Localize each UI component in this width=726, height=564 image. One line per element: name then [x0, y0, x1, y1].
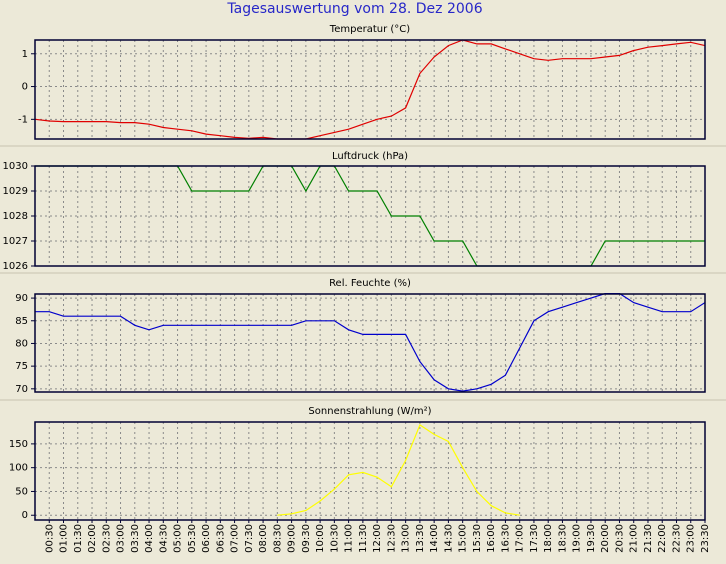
x-tick-label: 18:00: [543, 524, 554, 553]
y-tick-label: -1: [18, 114, 28, 125]
x-tick-label: 01:30: [73, 524, 84, 553]
y-tick-label: 1030: [3, 161, 28, 172]
x-tick-label: 05:00: [173, 524, 184, 553]
data-line: [277, 423, 520, 516]
x-tick-label: 09:30: [301, 524, 312, 553]
x-tick-label: 02:30: [101, 524, 112, 553]
y-tick-label: 1026: [3, 261, 28, 272]
y-tick-label: 50: [15, 486, 28, 497]
x-tick-label: 10:30: [329, 524, 340, 553]
x-tick-label: 03:30: [130, 524, 141, 553]
x-tick-label: 06:00: [201, 524, 212, 553]
x-tick-label: 13:00: [401, 524, 412, 553]
x-tick-label: 17:00: [515, 524, 526, 553]
y-tick-label: 1027: [3, 236, 28, 247]
x-tick-label: 12:30: [386, 524, 397, 553]
y-tick-label: 85: [15, 316, 28, 327]
x-tick-label: 03:00: [116, 524, 127, 553]
x-tick-label: 11:30: [358, 524, 369, 553]
x-tick-label: 13:30: [415, 524, 426, 553]
x-tick-label: 14:30: [443, 524, 454, 553]
x-tick-label: 05:30: [187, 524, 198, 553]
x-tick-label: 01:00: [59, 524, 70, 553]
y-tick-label: 1029: [3, 186, 28, 197]
x-tick-label: 22:00: [657, 524, 668, 553]
panel-title: Rel. Feuchte (%): [329, 278, 411, 289]
x-tick-label: 08:00: [258, 524, 269, 553]
x-tick-label: 02:00: [87, 524, 98, 553]
x-tick-label: 19:00: [572, 524, 583, 553]
y-tick-label: 0: [22, 510, 28, 521]
plot-frame: [34, 165, 706, 267]
x-tick-label: 21:00: [629, 524, 640, 553]
y-tick-label: 1: [22, 49, 28, 60]
data-line: [35, 293, 705, 392]
page-title: Tagesauswertung vom 28. Dez 2006: [226, 1, 482, 17]
y-tick-label: 90: [15, 293, 28, 304]
x-tick-label: 07:30: [244, 524, 255, 553]
x-tick-label: 09:00: [287, 524, 298, 553]
x-tick-label: 12:00: [372, 524, 383, 553]
y-tick-label: 70: [15, 384, 28, 395]
x-tick-label: 15:00: [458, 524, 469, 553]
x-tick-label: 20:30: [614, 524, 625, 553]
x-tick-label: 15:30: [472, 524, 483, 553]
x-tick-label: 11:00: [344, 524, 355, 553]
x-tick-label: 22:30: [671, 524, 682, 553]
x-tick-label: 07:00: [230, 524, 241, 553]
plot-frame: [34, 293, 706, 393]
panel-title: Luftdruck (hPa): [332, 151, 408, 162]
data-line: [35, 39, 705, 140]
x-tick-label: 19:30: [586, 524, 597, 553]
x-tick-label: 00:30: [44, 524, 55, 553]
x-tick-label: 17:30: [529, 524, 540, 553]
y-tick-label: 100: [9, 463, 28, 474]
x-tick-label: 10:00: [315, 524, 326, 553]
x-tick-label: 20:00: [600, 524, 611, 553]
y-tick-label: 75: [15, 361, 28, 372]
panel-title: Temperatur (°C): [329, 24, 410, 35]
x-tick-label: 14:00: [429, 524, 440, 553]
x-tick-label: 06:30: [215, 524, 226, 553]
y-tick-label: 1028: [3, 211, 28, 222]
plot-frame: [34, 39, 706, 140]
y-tick-label: 150: [9, 439, 28, 450]
x-tick-label: 18:30: [557, 524, 568, 553]
y-tick-label: 0: [22, 82, 28, 93]
x-tick-label: 08:30: [272, 524, 283, 553]
x-tick-label: 21:30: [643, 524, 654, 553]
x-tick-label: 04:30: [158, 524, 169, 553]
plot-frame: [34, 421, 706, 521]
x-tick-label: 23:00: [686, 524, 697, 553]
x-tick-label: 16:00: [486, 524, 497, 553]
panel-title: Sonnenstrahlung (W/m²): [308, 406, 431, 417]
x-tick-label: 16:30: [500, 524, 511, 553]
x-tick-label: 04:00: [144, 524, 155, 553]
y-tick-label: 80: [15, 338, 28, 349]
x-tick-label: 23:30: [700, 524, 711, 553]
